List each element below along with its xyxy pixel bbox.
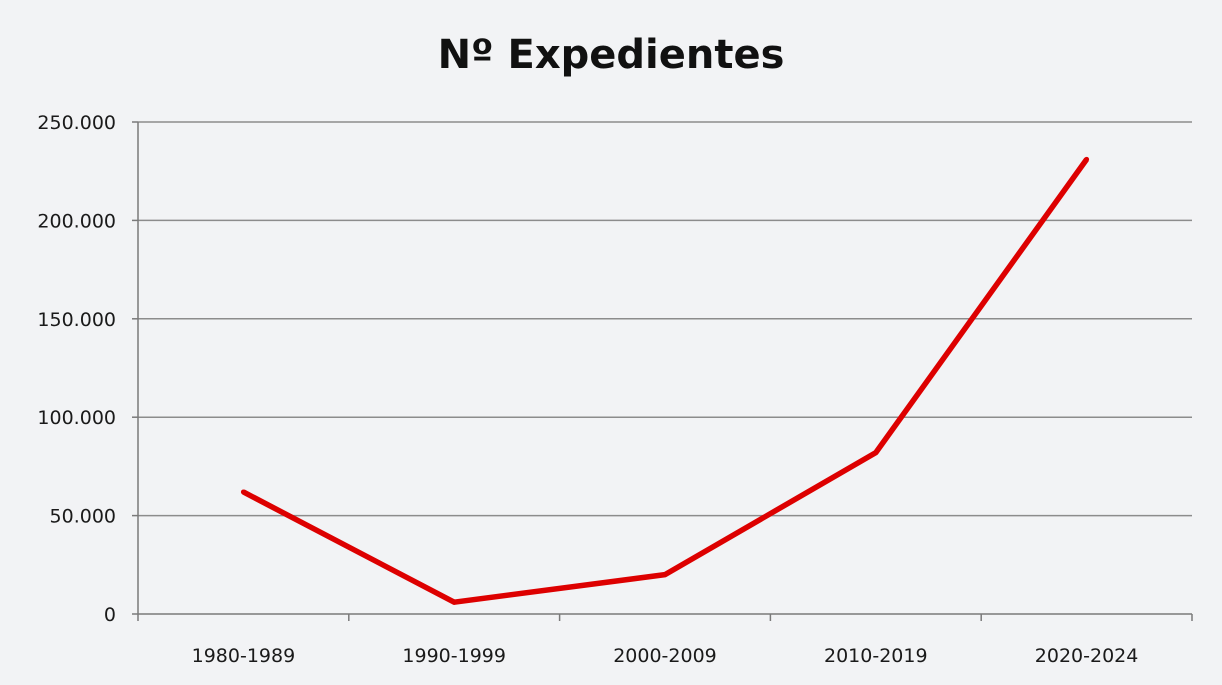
axes — [132, 121, 1193, 621]
x-tick-label: 2020-2024 — [1035, 645, 1139, 667]
data-point — [1084, 156, 1090, 162]
x-tick-label: 1990-1999 — [402, 645, 506, 667]
y-tick-label: 200.000 — [37, 210, 116, 232]
y-tick-label: 50.000 — [50, 506, 116, 528]
data-point — [240, 489, 246, 495]
y-tick-label: 100.000 — [37, 407, 116, 429]
y-tick-label: 0 — [104, 604, 116, 626]
y-tick-label: 150.000 — [37, 309, 116, 331]
series-line — [242, 157, 1089, 605]
data-series — [240, 156, 1090, 605]
x-tick-label: 2010-2019 — [824, 645, 928, 667]
x-axis-tick-labels: 1980-1989 1990-1999 2000-2009 2010-2019 2020… — [192, 645, 1139, 667]
gridlines — [138, 121, 1192, 517]
y-tick-label: 250.000 — [37, 112, 116, 134]
x-tick-label: 2000-2009 — [613, 645, 717, 667]
data-point — [662, 572, 668, 578]
x-tick-label: 1980-1989 — [192, 645, 296, 667]
chart-title: Nº Expedientes — [438, 32, 785, 78]
y-axis-tick-labels: 0 50.000 100.000 150.000 200.000 250.000 — [37, 112, 116, 626]
data-point — [451, 599, 457, 605]
data-point — [873, 450, 879, 456]
